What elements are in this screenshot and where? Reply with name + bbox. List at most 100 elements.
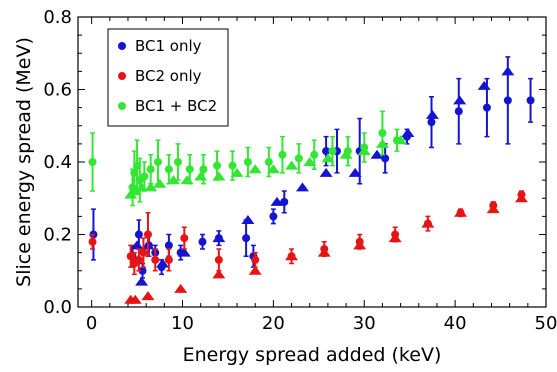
data-point-triangle bbox=[295, 182, 309, 192]
data-point-triangle bbox=[130, 240, 144, 250]
data-point-circle bbox=[381, 154, 390, 163]
data-point-triangle bbox=[285, 251, 299, 261]
data-point-triangle bbox=[353, 240, 367, 250]
data-point-circle bbox=[213, 161, 222, 170]
data-point-circle bbox=[88, 158, 97, 166]
data-point-triangle bbox=[501, 66, 515, 76]
data-point-circle bbox=[139, 248, 148, 257]
legend-label: BC1 only bbox=[135, 37, 202, 55]
data-point-circle bbox=[251, 255, 260, 264]
data-point-circle bbox=[199, 165, 208, 174]
data-point-triangle bbox=[166, 175, 180, 185]
data-point-triangle bbox=[153, 178, 167, 188]
data-point-triangle bbox=[454, 207, 468, 217]
data-point-circle bbox=[134, 255, 143, 264]
data-point-triangle bbox=[421, 218, 435, 228]
data-point-circle bbox=[143, 230, 152, 239]
data-point-circle bbox=[294, 154, 303, 163]
data-point-triangle bbox=[317, 247, 331, 257]
legend-box bbox=[107, 28, 229, 127]
data-point-triangle bbox=[241, 215, 255, 225]
x-tick-label: 30 bbox=[353, 313, 376, 334]
legend-label: BC2 only bbox=[135, 67, 202, 85]
legend-marker bbox=[118, 42, 126, 50]
data-point-circle bbox=[164, 241, 173, 250]
data-point-circle bbox=[88, 237, 97, 246]
data-point-triangle bbox=[321, 153, 335, 163]
data-point-circle bbox=[280, 197, 289, 206]
y-axis-title: Slice energy spread (MeV) bbox=[13, 37, 35, 287]
data-point-triangle bbox=[477, 80, 491, 90]
data-point-circle bbox=[126, 252, 135, 261]
data-point-circle bbox=[264, 158, 273, 166]
data-point-triangle bbox=[370, 149, 384, 159]
data-point-circle bbox=[151, 255, 160, 264]
series-2 bbox=[88, 110, 408, 207]
data-point-triangle bbox=[486, 204, 500, 214]
legend-marker bbox=[118, 72, 126, 80]
data-point-circle bbox=[164, 165, 173, 174]
data-point-circle bbox=[482, 103, 491, 112]
data-point-triangle bbox=[174, 283, 188, 293]
data-point-circle bbox=[503, 96, 512, 105]
data-point-circle bbox=[153, 158, 162, 166]
data-point-triangle bbox=[339, 149, 353, 159]
series-1 bbox=[88, 190, 528, 304]
data-point-triangle bbox=[141, 291, 155, 301]
y-tick-label: 0.6 bbox=[43, 80, 72, 101]
data-point-triangle bbox=[248, 265, 262, 275]
y-tick-label: 0.0 bbox=[43, 297, 72, 318]
data-point-triangle bbox=[144, 182, 158, 192]
x-tick-label: 50 bbox=[535, 313, 557, 334]
data-point-circle bbox=[242, 234, 251, 243]
data-point-circle bbox=[214, 255, 223, 264]
legend-label: BC1 + BC2 bbox=[135, 97, 217, 115]
data-point-circle bbox=[526, 96, 535, 105]
y-tick-label: 0.2 bbox=[43, 225, 72, 246]
data-point-triangle bbox=[425, 109, 439, 119]
data-point-circle bbox=[138, 266, 147, 275]
data-point-triangle bbox=[212, 233, 226, 243]
data-point-circle bbox=[322, 147, 331, 156]
x-tick-label: 20 bbox=[262, 313, 285, 334]
data-point-triangle bbox=[394, 135, 408, 145]
data-point-circle bbox=[146, 165, 155, 174]
data-point-circle bbox=[198, 237, 207, 246]
data-point-triangle bbox=[303, 157, 317, 167]
data-point-triangle bbox=[285, 160, 299, 170]
data-point-circle bbox=[310, 150, 319, 159]
series-layer bbox=[88, 56, 535, 304]
data-point-triangle bbox=[135, 276, 149, 286]
data-point-triangle bbox=[128, 294, 142, 304]
x-tick-label: 40 bbox=[444, 313, 467, 334]
data-point-triangle bbox=[401, 128, 415, 138]
data-point-triangle bbox=[388, 233, 402, 243]
legend-marker bbox=[118, 102, 126, 110]
y-tick-label: 0.8 bbox=[43, 7, 72, 28]
data-point-triangle bbox=[375, 138, 389, 148]
data-point-circle bbox=[427, 118, 436, 127]
data-point-triangle bbox=[128, 186, 142, 196]
data-point-triangle bbox=[194, 171, 208, 181]
x-tick-label: 10 bbox=[171, 313, 194, 334]
axes: 0 10 20 30 40 50 0.0 0.2 0.4 0.6 0.8 bbox=[43, 7, 557, 334]
data-point-circle bbox=[134, 230, 143, 239]
data-point-circle bbox=[164, 255, 173, 264]
data-point-circle bbox=[180, 234, 189, 243]
data-point-triangle bbox=[135, 182, 149, 192]
data-point-triangle bbox=[270, 196, 284, 206]
data-point-triangle bbox=[319, 167, 333, 177]
data-point-triangle bbox=[348, 167, 362, 177]
data-point-circle bbox=[328, 147, 337, 156]
data-point-triangle bbox=[248, 164, 262, 174]
data-point-triangle bbox=[266, 164, 280, 174]
data-point-triangle bbox=[514, 193, 528, 203]
data-point-circle bbox=[454, 107, 463, 116]
data-point-triangle bbox=[230, 167, 244, 177]
data-point-circle bbox=[228, 161, 237, 170]
x-tick-label: 0 bbox=[86, 313, 97, 334]
data-point-triangle bbox=[212, 269, 226, 279]
data-point-triangle bbox=[180, 175, 194, 185]
